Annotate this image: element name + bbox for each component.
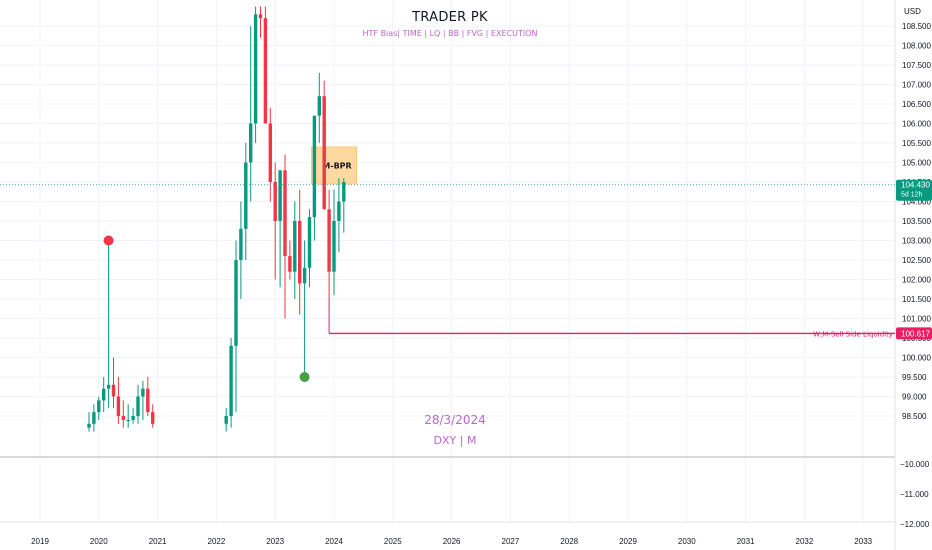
lower-tick-label: −10.000 bbox=[900, 460, 930, 469]
candle-body bbox=[97, 400, 101, 413]
candle-body bbox=[288, 256, 292, 272]
candle-body bbox=[258, 14, 263, 19]
candle-body bbox=[239, 228, 243, 260]
time-tick-label: 2032 bbox=[796, 537, 814, 546]
candle-body bbox=[116, 396, 121, 416]
price-tick-label: 106.500 bbox=[902, 100, 931, 109]
price-tick-label: 101.500 bbox=[902, 295, 931, 304]
price-tick-label: 102.500 bbox=[902, 256, 931, 265]
time-tick-label: 2026 bbox=[443, 537, 461, 546]
time-tick-label: 2025 bbox=[384, 537, 402, 546]
price-tick-label: 99.000 bbox=[902, 393, 927, 402]
candle-body bbox=[298, 221, 302, 284]
candle-body bbox=[253, 14, 258, 124]
signal-marker bbox=[299, 372, 310, 382]
candlestick-series bbox=[87, 6, 346, 432]
time-tick-label: 2029 bbox=[619, 537, 637, 546]
candle-body bbox=[268, 123, 272, 182]
price-axis[interactable]: 108.500 108.000 107.500 107.000 106.500 106.0… bbox=[896, 7, 932, 529]
price-tag-countdown: 5d 12h bbox=[901, 192, 923, 199]
time-tick-label: 2030 bbox=[678, 537, 696, 546]
time-tick-label: 2020 bbox=[90, 537, 108, 546]
price-lines: W,M-Sell Side Liquidity bbox=[0, 184, 895, 338]
price-tag-box bbox=[896, 179, 932, 201]
signal-markers bbox=[103, 235, 310, 382]
candle-body bbox=[312, 115, 317, 218]
price-tick-label: 99.500 bbox=[902, 373, 927, 382]
price-tick-label: 104.000 bbox=[902, 198, 931, 207]
price-tick-label: 107.000 bbox=[902, 81, 931, 90]
candle-body bbox=[146, 388, 150, 413]
price-tick-label: 105.500 bbox=[902, 139, 931, 148]
candle-body bbox=[87, 423, 91, 428]
candle-body bbox=[342, 182, 346, 202]
price-tag-value: 104.430 bbox=[901, 181, 930, 190]
price-tick-label: 108.500 bbox=[902, 22, 931, 31]
candle-body bbox=[249, 123, 253, 163]
candle-body bbox=[244, 162, 248, 229]
candle-body bbox=[141, 388, 145, 397]
price-tick-label: 108.000 bbox=[902, 42, 931, 51]
candle-body bbox=[136, 396, 140, 416]
candle-body bbox=[327, 209, 331, 272]
time-tick-label: 2028 bbox=[560, 537, 578, 546]
bpr-zone: M-BPR bbox=[311, 146, 357, 185]
symbol-note: DXY | M bbox=[433, 434, 477, 447]
candle-body bbox=[307, 217, 312, 268]
candle-body bbox=[332, 221, 336, 272]
candle-body bbox=[273, 182, 277, 221]
liquidity-tag-value: 100.617 bbox=[901, 329, 930, 338]
bpr-zone-box bbox=[311, 146, 357, 185]
candle-body bbox=[92, 412, 96, 424]
liquidity-tag-box bbox=[896, 327, 932, 340]
candle-body bbox=[322, 96, 326, 210]
chart-title: TRADER PK bbox=[412, 10, 488, 25]
candle-body bbox=[106, 384, 111, 389]
indicator-subtitle: HTF Bias| TIME | LQ | BB | FVG | EXECUTI… bbox=[362, 29, 538, 38]
candle-body bbox=[234, 260, 238, 346]
price-tick-label: 100.000 bbox=[902, 354, 931, 363]
candle-body bbox=[317, 96, 321, 116]
time-tick-label: 2022 bbox=[208, 537, 226, 546]
candle-body bbox=[126, 419, 130, 422]
price-tick-label: 98.500 bbox=[902, 412, 927, 421]
candle-body bbox=[302, 267, 307, 284]
price-tick-label: 106.000 bbox=[902, 120, 931, 129]
candle-body bbox=[151, 412, 155, 424]
candle-body bbox=[278, 170, 282, 221]
candle-body bbox=[224, 416, 228, 424]
lower-tick-label: −11.000 bbox=[900, 490, 929, 499]
price-tick-label: 101.000 bbox=[902, 315, 931, 324]
lower-tick-label: −12.000 bbox=[900, 520, 930, 529]
price-tick-label: 103.000 bbox=[902, 237, 931, 246]
price-tick-label: 103.500 bbox=[902, 217, 931, 226]
currency-label: USD bbox=[904, 7, 921, 16]
time-tick-label: 2021 bbox=[149, 537, 167, 546]
candle-body bbox=[283, 170, 287, 257]
time-axis[interactable]: 2019 2020 2021 2022 2023 2024 2025 2026 2027 2028… bbox=[31, 537, 873, 546]
time-tick-label: 2024 bbox=[325, 537, 343, 546]
candle-body bbox=[229, 345, 233, 416]
candle-body bbox=[263, 18, 268, 124]
candle-body bbox=[121, 416, 125, 420]
time-tick-label: 2027 bbox=[502, 537, 520, 546]
grid-lines bbox=[0, 0, 896, 550]
candle-body bbox=[131, 416, 135, 420]
bpr-zone-label: M-BPR bbox=[322, 161, 351, 170]
candle-body bbox=[111, 384, 116, 397]
liquidity-label: W,M-Sell Side Liquidity bbox=[813, 330, 893, 338]
price-tick-label: 102.000 bbox=[902, 276, 931, 285]
price-tick-label: 105.000 bbox=[902, 159, 931, 168]
candle-body bbox=[337, 201, 341, 221]
price-tick-label: 107.500 bbox=[902, 61, 931, 70]
time-tick-label: 2023 bbox=[266, 537, 284, 546]
time-tick-label: 2033 bbox=[854, 537, 872, 546]
candle-body bbox=[102, 388, 106, 401]
signal-marker bbox=[103, 235, 114, 246]
date-note: 28/3/2024 bbox=[424, 413, 486, 427]
time-tick-label: 2019 bbox=[31, 537, 49, 546]
time-tick-label: 2031 bbox=[737, 537, 755, 546]
candle-body bbox=[293, 221, 297, 272]
